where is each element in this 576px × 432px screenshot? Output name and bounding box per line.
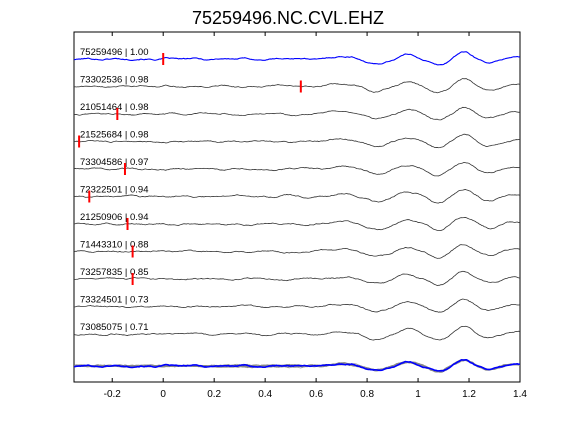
trace-label: 21525684 | 0.98	[80, 130, 149, 141]
trace-label: 73085075 | 0.71	[80, 322, 149, 333]
trace-line	[74, 217, 520, 232]
trace-label-group: 75259496 | 1.00 73302536 | 0.98 21051464 |…	[80, 47, 149, 333]
trace-line	[74, 244, 520, 259]
x-axis: -0.2 0 0.2 0.4 0.6 0.8 1 1.2 1.4	[104, 32, 527, 400]
x-tick-label: 0.4	[258, 389, 272, 400]
x-tick-label: 0	[160, 389, 166, 400]
trace-label: 73324501 | 0.73	[80, 295, 149, 306]
trace-line	[74, 51, 520, 66]
x-tick-label: -0.2	[104, 389, 122, 400]
trace-line	[74, 162, 520, 177]
trace-group	[74, 51, 520, 341]
pick-marker-group	[78, 53, 302, 285]
trace-line	[74, 325, 520, 341]
trace-label: 72322501 | 0.94	[80, 185, 149, 196]
trace-label: 21250906 | 0.94	[80, 212, 149, 223]
trace-label: 73302536 | 0.98	[80, 75, 149, 86]
trace-line	[74, 298, 520, 313]
trace-label: 73304586 | 0.97	[80, 157, 149, 168]
trace-label: 71443310 | 0.88	[80, 240, 149, 251]
x-tick-label: 1	[415, 389, 421, 400]
trace-line	[74, 106, 520, 121]
x-tick-label: 0.8	[360, 389, 374, 400]
x-tick-label: 1.2	[462, 389, 476, 400]
x-tick-label: 0.6	[309, 389, 323, 400]
trace-label: 21051464 | 0.98	[80, 102, 149, 113]
chart-title: 75259496.NC.CVL.EHZ	[192, 8, 384, 28]
trace-label: 75259496 | 1.00	[80, 47, 149, 58]
trace-line	[74, 133, 520, 149]
trace-line	[74, 189, 520, 204]
stack-reference-trace	[74, 358, 520, 372]
trace-line	[74, 78, 520, 94]
x-tick-label: 0.2	[207, 389, 221, 400]
plot-frame	[73, 31, 521, 383]
stack-panel	[74, 358, 520, 373]
trace-label: 73257835 | 0.85	[80, 267, 149, 278]
x-tick-label: 1.4	[513, 389, 527, 400]
trace-line	[74, 270, 520, 286]
